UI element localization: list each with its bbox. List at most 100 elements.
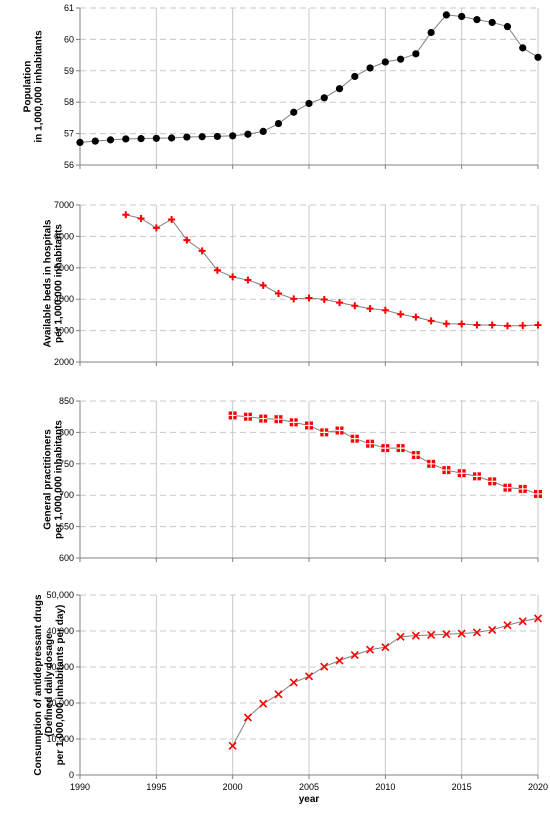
x-tick-label: 2005	[299, 782, 319, 792]
data-point	[137, 135, 145, 143]
data-point	[152, 224, 160, 232]
data-point	[274, 415, 283, 424]
data-point	[183, 236, 191, 244]
y-tick-label: 10,000	[46, 734, 74, 744]
data-point	[320, 662, 329, 671]
data-point	[397, 310, 405, 318]
y-axis-title-line: General practitioners	[43, 429, 54, 530]
data-point	[442, 320, 450, 328]
data-point-cross	[320, 428, 329, 437]
data-point	[259, 281, 267, 289]
y-tick-label: 56	[64, 160, 74, 170]
data-point	[488, 18, 496, 27]
panel-1: 56 57 58 59 60 61 Populationin 1,000,000 inhab…	[23, 3, 542, 170]
y-axis-title-line: (Defined daily dosage	[44, 633, 55, 737]
data-point	[427, 630, 436, 640]
data-point	[442, 11, 450, 19]
data-point	[411, 631, 420, 640]
data-point	[503, 483, 512, 492]
data-point	[381, 306, 389, 314]
data-point-cross	[350, 434, 359, 443]
data-point	[320, 296, 328, 304]
data-point-cross	[488, 477, 497, 486]
y-tick-label: 0	[69, 770, 74, 780]
data-point	[244, 130, 252, 138]
y-tick-label: 6000	[54, 231, 74, 241]
data-point	[289, 418, 298, 427]
data-point	[518, 484, 527, 493]
data-point	[198, 247, 206, 255]
data-point	[320, 428, 329, 437]
data-point	[366, 439, 375, 448]
data-point-cross	[381, 444, 390, 453]
x-axis-title: year	[299, 794, 320, 805]
y-tick-label: 850	[59, 396, 74, 406]
data-point	[519, 44, 527, 52]
data-point	[213, 132, 221, 141]
data-point-cross	[442, 466, 451, 475]
y-tick-label: 4000	[54, 294, 74, 304]
y-tick-label: 750	[59, 459, 74, 469]
data-point	[290, 295, 298, 303]
data-point	[396, 632, 405, 641]
y-tick-label: 60	[64, 34, 74, 44]
data-point	[137, 215, 145, 223]
data-point	[351, 302, 359, 310]
x-tick-label: 2020	[528, 782, 548, 792]
data-point	[427, 317, 435, 325]
data-point	[152, 134, 160, 142]
data-point	[350, 434, 359, 443]
y-tick-label: 50,000	[46, 590, 74, 600]
data-point	[274, 290, 282, 298]
y-tick-label: 61	[64, 3, 74, 13]
data-point	[503, 322, 511, 330]
data-point	[412, 313, 420, 321]
data-point	[91, 137, 99, 145]
y-tick-label: 58	[64, 97, 74, 107]
data-point	[472, 472, 481, 481]
x-tick-label: 2000	[223, 782, 243, 792]
data-point-cross	[427, 459, 436, 468]
data-point	[290, 108, 298, 116]
data-point	[381, 58, 389, 66]
data-point	[503, 621, 512, 630]
data-point-cross	[243, 412, 252, 421]
y-tick-label: 5000	[54, 263, 74, 273]
data-point	[442, 630, 451, 639]
data-point	[305, 294, 313, 302]
data-point	[183, 133, 191, 141]
data-point	[198, 133, 206, 141]
y-axis-title: Available beds in hospitalsper 1,000,000…	[43, 219, 65, 347]
data-point	[122, 211, 130, 219]
data-point	[488, 625, 497, 634]
data-point	[488, 321, 496, 329]
data-point	[228, 741, 237, 750]
data-point	[396, 444, 405, 453]
data-point	[335, 656, 344, 665]
data-point	[411, 451, 420, 460]
data-point	[335, 426, 344, 435]
data-point	[503, 22, 512, 31]
data-point	[305, 99, 313, 108]
y-axis-title-line: per 1,000,000 inhabitants	[54, 224, 65, 343]
data-point-cross	[274, 415, 283, 424]
data-point	[259, 699, 268, 708]
y-tick-label: 2000	[54, 357, 74, 367]
series-line	[125, 214, 539, 327]
y-axis-title-line: per 1,000,000 inhabitants	[54, 420, 65, 539]
data-point	[320, 94, 328, 102]
data-point	[274, 690, 283, 699]
y-tick-label: 700	[59, 490, 74, 500]
data-point-cross	[366, 439, 375, 448]
y-tick-label: 7000	[54, 200, 74, 210]
y-tick-label: 20,000	[46, 698, 74, 708]
data-point	[106, 136, 115, 144]
data-point	[533, 614, 543, 623]
y-tick-label: 3000	[54, 326, 74, 336]
x-tick-label: 2010	[375, 782, 395, 792]
data-point	[243, 713, 252, 722]
y-tick-label: 40,000	[46, 626, 74, 636]
data-point	[366, 64, 374, 72]
data-point-cross	[503, 483, 512, 492]
y-tick-label: 800	[59, 427, 74, 437]
